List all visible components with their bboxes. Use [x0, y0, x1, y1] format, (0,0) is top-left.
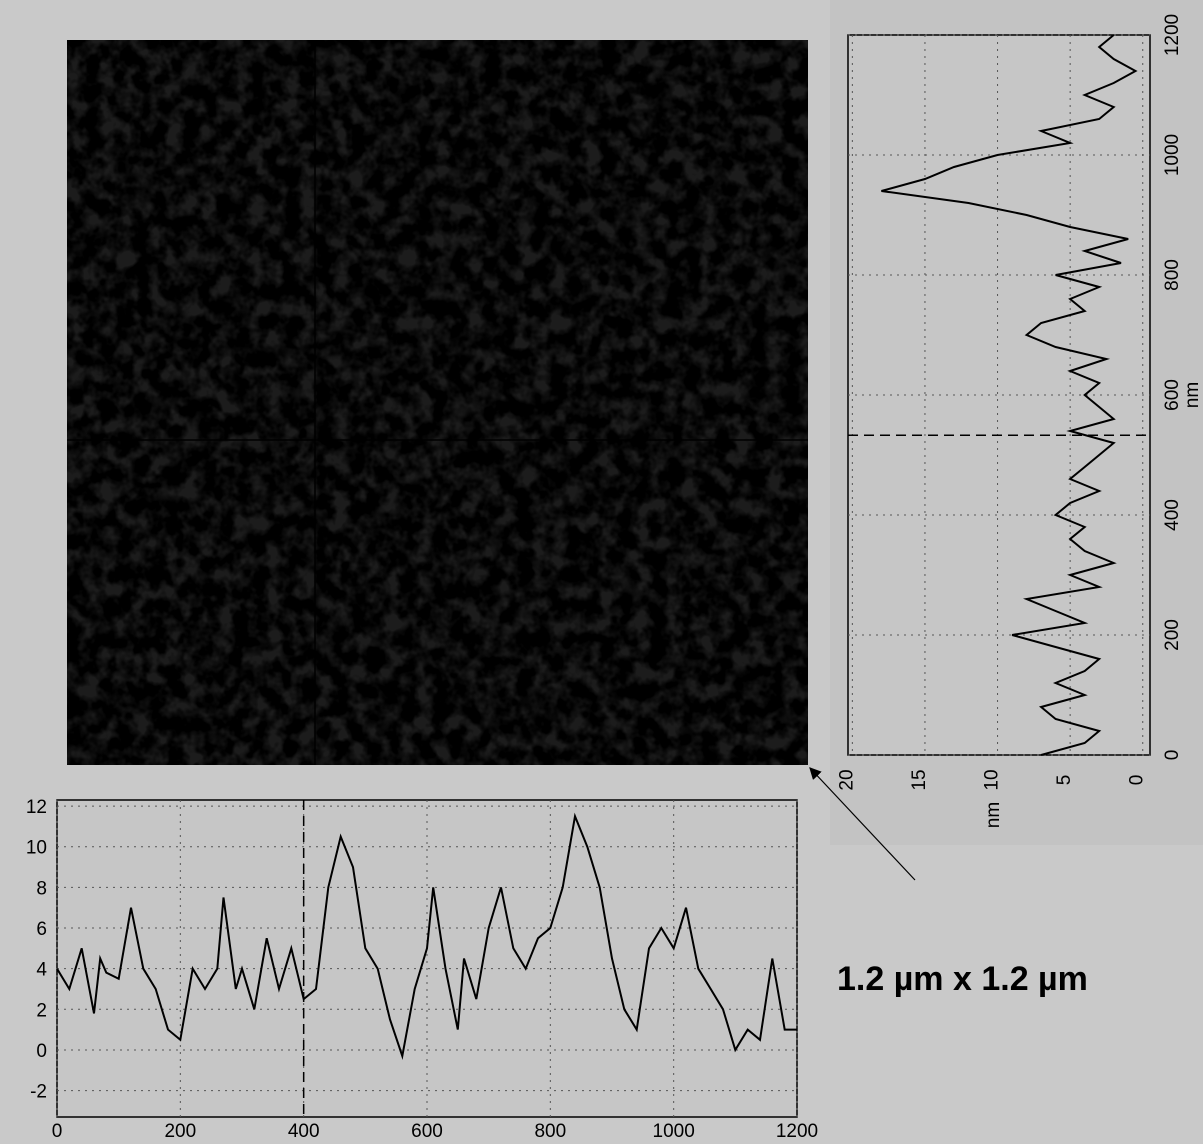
- x-axis-label: nm: [983, 802, 1004, 828]
- y-tick-label: 6: [36, 919, 47, 940]
- x-tick-label: 0: [1127, 775, 1148, 786]
- y-tick-label: 0: [36, 1041, 47, 1062]
- x-tick-label: 1200: [776, 1121, 818, 1139]
- plot-area: [847, 34, 1151, 756]
- y-axis-label: nm: [1182, 382, 1203, 408]
- y-tick-label: 12: [26, 797, 47, 818]
- x-tick-label: 200: [164, 1121, 196, 1139]
- charts: 020040060080010001200-2024681012nm020040…: [26, 14, 1203, 1144]
- y-tick-label: 2: [36, 1000, 47, 1021]
- plot-area: [56, 799, 798, 1118]
- y-tick-label: 1000: [1162, 134, 1183, 176]
- y-tick-label: 4: [36, 960, 47, 981]
- y-tick-label: 600: [1162, 379, 1183, 411]
- x-tick-label: 0: [52, 1121, 63, 1139]
- y-tick-label: 0: [1162, 750, 1183, 761]
- x-tick-label: 20: [836, 769, 857, 790]
- x-tick-label: 800: [534, 1121, 566, 1139]
- x-axis-label: nm: [454, 1135, 480, 1139]
- x-tick-label: 5: [1054, 775, 1075, 786]
- y-tick-label: 400: [1162, 499, 1183, 531]
- y-tick-label: 8: [36, 878, 47, 899]
- y-tick-label: 200: [1162, 619, 1183, 651]
- x-tick-label: 600: [411, 1121, 443, 1139]
- annotation: 1.2 µm x 1.2 µm: [837, 960, 1088, 998]
- x-tick-label: 1000: [653, 1121, 695, 1139]
- x-tick-label: 10: [982, 769, 1003, 790]
- x-tick-label: 400: [288, 1121, 320, 1139]
- arrow: [809, 767, 916, 881]
- afm-texture: [67, 40, 808, 765]
- profile-line: [56, 812, 797, 1060]
- y-tick-label: -2: [30, 1082, 47, 1103]
- y-tick-label: 10: [26, 838, 47, 859]
- y-tick-label: 800: [1162, 259, 1183, 291]
- x-tick-label: 15: [909, 769, 930, 790]
- y-tick-label: 1200: [1162, 14, 1183, 56]
- profile-line: [881, 34, 1138, 756]
